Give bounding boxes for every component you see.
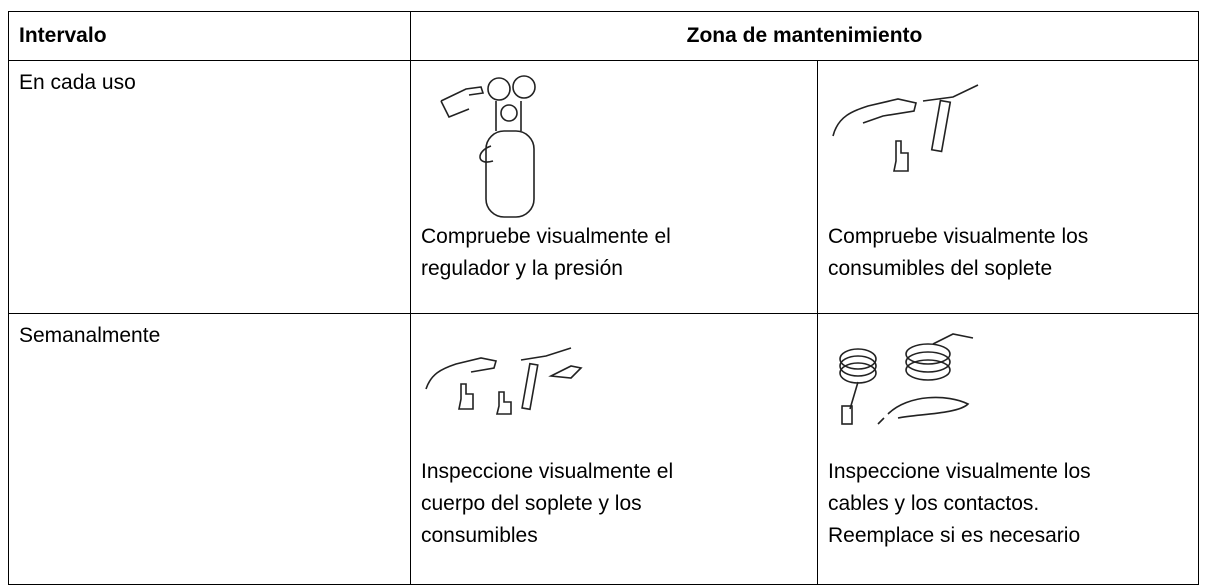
header-row: Intervalo Zona de mantenimiento <box>8 11 1199 61</box>
item-text: Inspeccione visualmente el <box>421 460 674 483</box>
item-cell: Inspeccione visualmente el cuerpo del so… <box>410 313 818 585</box>
item-text: cuerpo del soplete y los <box>421 492 642 515</box>
regulator-illustration <box>440 75 536 218</box>
item-text: regulador y la presión <box>421 257 623 280</box>
torch-illustration <box>832 84 979 172</box>
item-cell: Compruebe visualmente los consumibles de… <box>817 60 1199 314</box>
interval-cell: En cada uso <box>8 60 411 314</box>
item-cell: Compruebe visualmente el regulador y la … <box>410 60 818 314</box>
item-text: Inspeccione visualmente los <box>828 460 1091 483</box>
item-text: consumibles <box>421 524 538 547</box>
maintenance-table: Intervalo Zona de mantenimiento En cada … <box>8 11 1199 585</box>
interval-cell: Semanalmente <box>8 313 411 585</box>
row: Semanalmente Inspeccione visualmente el … <box>8 313 1199 585</box>
torch-body-illustration <box>425 347 583 415</box>
header-cell: Zona de mantenimiento <box>410 11 1199 61</box>
page: {"table": { "header": ["Intervalo", "Zon… <box>8 11 1199 585</box>
item-cell: Inspeccione visualmente los cables y los… <box>817 313 1199 585</box>
item-text: Compruebe visualmente el <box>421 225 671 248</box>
row: En cada uso Compruebe visualmente el reg… <box>8 60 1199 314</box>
item-text: consumibles del soplete <box>828 257 1053 280</box>
cables-illustration <box>839 333 974 425</box>
item-text: cables y los contactos. <box>828 492 1040 515</box>
item-text: Reemplace si es necesario <box>828 524 1081 547</box>
item-text: Compruebe visualmente los <box>828 225 1089 248</box>
header-cell: Intervalo <box>8 11 411 61</box>
